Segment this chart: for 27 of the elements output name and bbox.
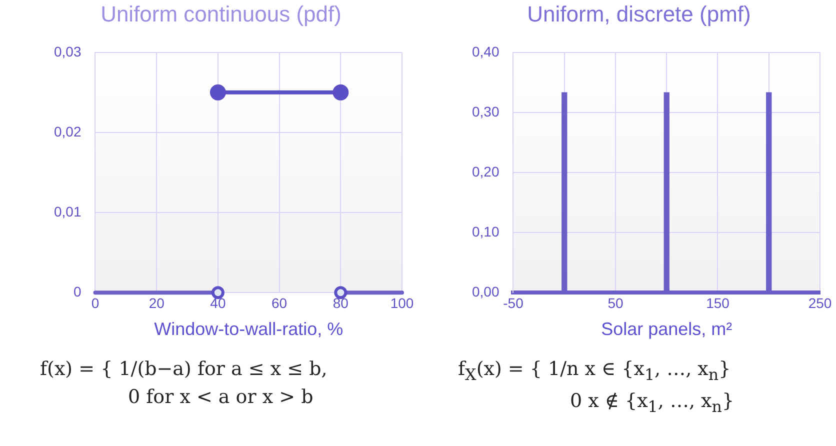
- x-tick-label: 60: [272, 294, 288, 311]
- x-tick-label: 0: [91, 294, 100, 311]
- x-axis-title: Solar panels, m²: [601, 319, 732, 340]
- x-tick-label: 20: [148, 294, 165, 311]
- chart-title: Uniform, discrete (pmf): [527, 1, 751, 26]
- text: 0 x ∉ {x$_{1}$, …, x$_{n}$}: [569, 390, 736, 416]
- y-tick-label: 0,02: [54, 123, 82, 140]
- y-tick-label: 0,00: [472, 283, 500, 300]
- x-tick-label: 40: [210, 294, 226, 311]
- text: f(x) = { 1/(b−a) for a ≤ x ≤ b,: [40, 358, 328, 380]
- x-tick-label: 80: [332, 294, 349, 311]
- y-tick-label: 0,10: [472, 223, 500, 240]
- y-tick-label: 0,40: [472, 43, 500, 60]
- chart-title: Uniform continuous (pdf): [100, 1, 342, 26]
- x-tick-label: -50: [503, 294, 524, 311]
- y-tick-label: 0: [73, 283, 82, 300]
- y-tick-label: 0,30: [472, 103, 500, 120]
- x-tick-label: 250: [808, 294, 832, 311]
- y-tick-label: 0,03: [54, 43, 82, 60]
- text: f$_{X}$(x) = { 1/n x ∈ {x$_{1}$, …, x$_{n}$}: [458, 358, 732, 384]
- x-axis-title: Window-to-wall-ratio, %: [154, 319, 344, 340]
- text: 0 for x < a or x > b: [127, 386, 314, 408]
- x-tick-label: 150: [706, 294, 730, 311]
- x-tick-label: 50: [608, 294, 624, 311]
- x-tick-label: 100: [390, 294, 414, 311]
- y-tick-label: 0,20: [472, 163, 500, 180]
- y-tick-label: 0,01: [54, 203, 82, 220]
